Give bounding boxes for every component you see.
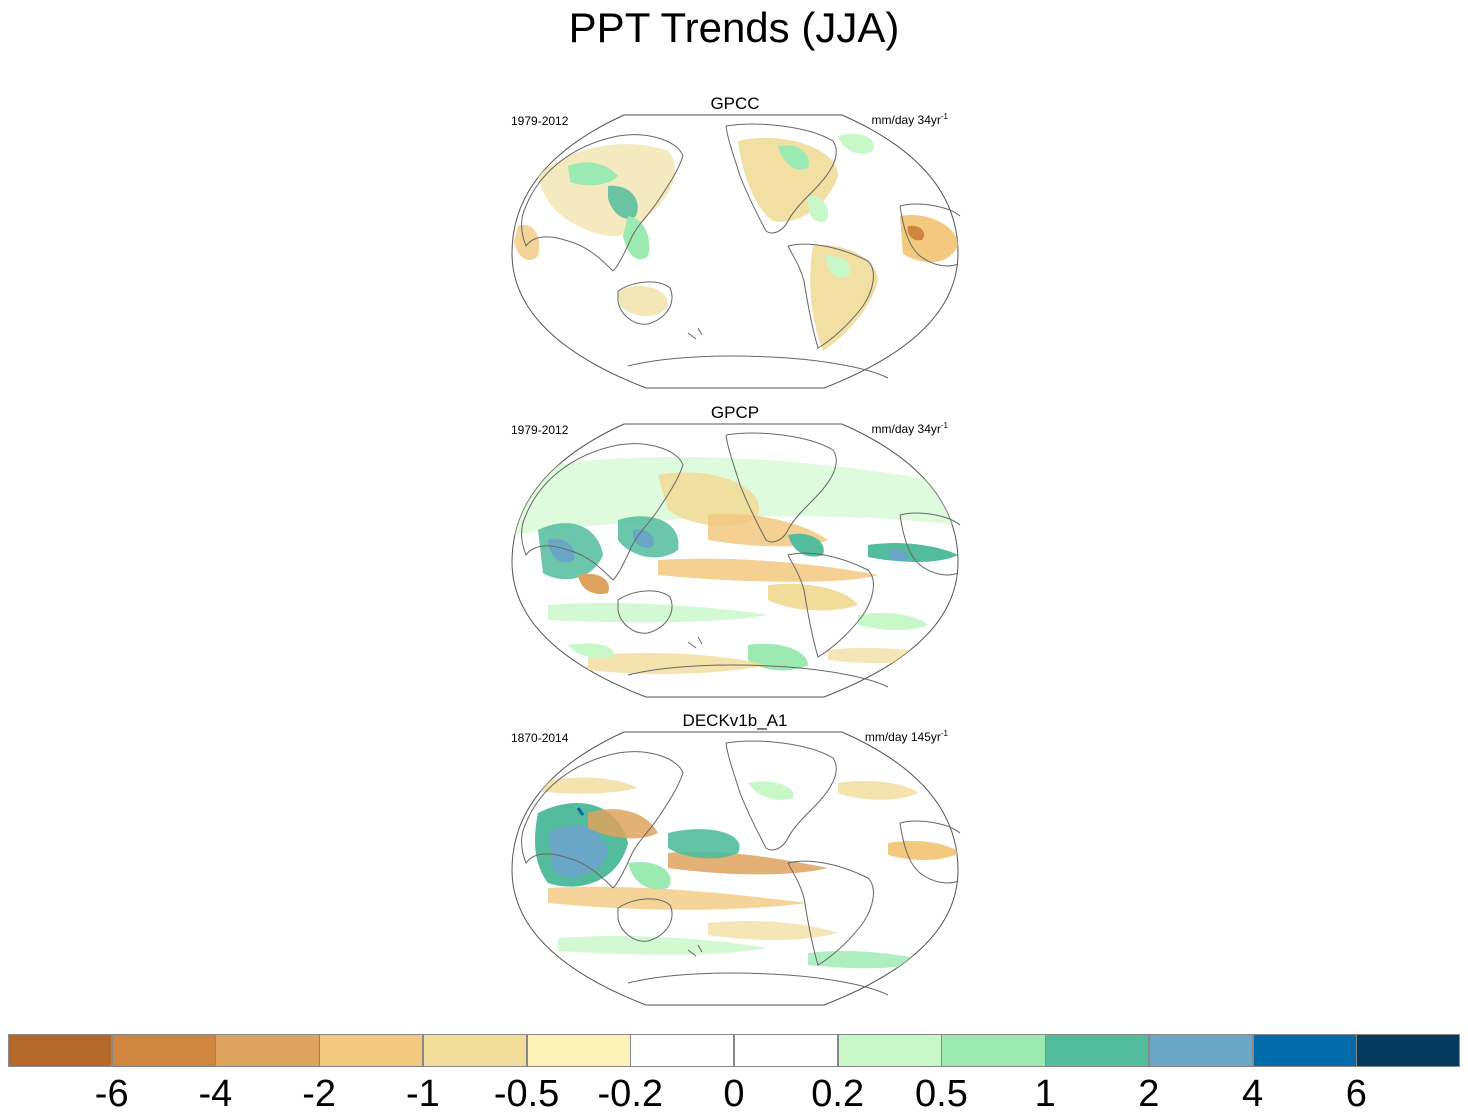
- colorbar-label: -6: [94, 1073, 129, 1115]
- colorbar-box: [1356, 1034, 1461, 1067]
- colorbar-label: 1: [1034, 1073, 1056, 1115]
- colorbar-box: [941, 1034, 1046, 1067]
- colorbar-label: 0.2: [811, 1073, 865, 1115]
- colorbar-box: [526, 1034, 631, 1067]
- colorbar-label: 2: [1138, 1073, 1160, 1115]
- colorbar-box: [215, 1034, 320, 1067]
- panel-title: GPCP: [710, 403, 760, 422]
- figure-title: PPT Trends (JJA): [568, 4, 900, 51]
- colorbar-box: [630, 1034, 735, 1067]
- world-map-deckv1b: [511, 731, 961, 1006]
- colorbar-label: 0.5: [915, 1073, 968, 1115]
- colorbar-label: -2: [302, 1073, 337, 1115]
- colorbar-box: [422, 1034, 528, 1067]
- colorbar-label: -0.2: [597, 1073, 664, 1115]
- panel-title: DECKv1b_A1: [682, 711, 788, 730]
- colorbar-box: [319, 1034, 424, 1067]
- colorbar-box: [111, 1034, 216, 1067]
- colorbar-label: -0.5: [493, 1073, 560, 1115]
- colorbar-label: 0: [723, 1073, 745, 1115]
- map-panel-gpcp: GPCP 1979-2012 mm/day 34yr-1: [500, 403, 970, 703]
- colorbar-box: [837, 1034, 942, 1067]
- colorbar-label: 6: [1345, 1073, 1367, 1115]
- colorbar-label: -4: [198, 1073, 233, 1115]
- colorbar-box: [734, 1034, 839, 1067]
- map-panel-gpcc: GPCC 1979-2012 mm/day 34yr-1: [500, 94, 970, 394]
- map-panel-deckv1b: DECKv1b_A1 1870-2014 mm/day 145yr-1: [500, 711, 970, 1011]
- panel-units: mm/day 34yr-1: [871, 421, 948, 436]
- panel-period: 1870-2014: [511, 731, 569, 745]
- colorbar-label: -1: [405, 1073, 440, 1115]
- colorbar-box: [1252, 1034, 1357, 1067]
- colorbar-box: [8, 1034, 113, 1067]
- panel-units: mm/day 145yr-1: [864, 729, 948, 744]
- world-map-gpcc: [511, 114, 961, 389]
- panel-title: GPCC: [710, 94, 760, 113]
- colorbar: [8, 1034, 1461, 1068]
- colorbar-box: [1045, 1034, 1150, 1067]
- colorbar-label: 4: [1241, 1073, 1264, 1115]
- panel-period: 1979-2012: [511, 114, 569, 128]
- panel-units: mm/day 34yr-1: [871, 112, 948, 127]
- panel-period: 1979-2012: [511, 423, 569, 437]
- colorbar-box: [1148, 1034, 1254, 1067]
- world-map-gpcp: [511, 423, 961, 698]
